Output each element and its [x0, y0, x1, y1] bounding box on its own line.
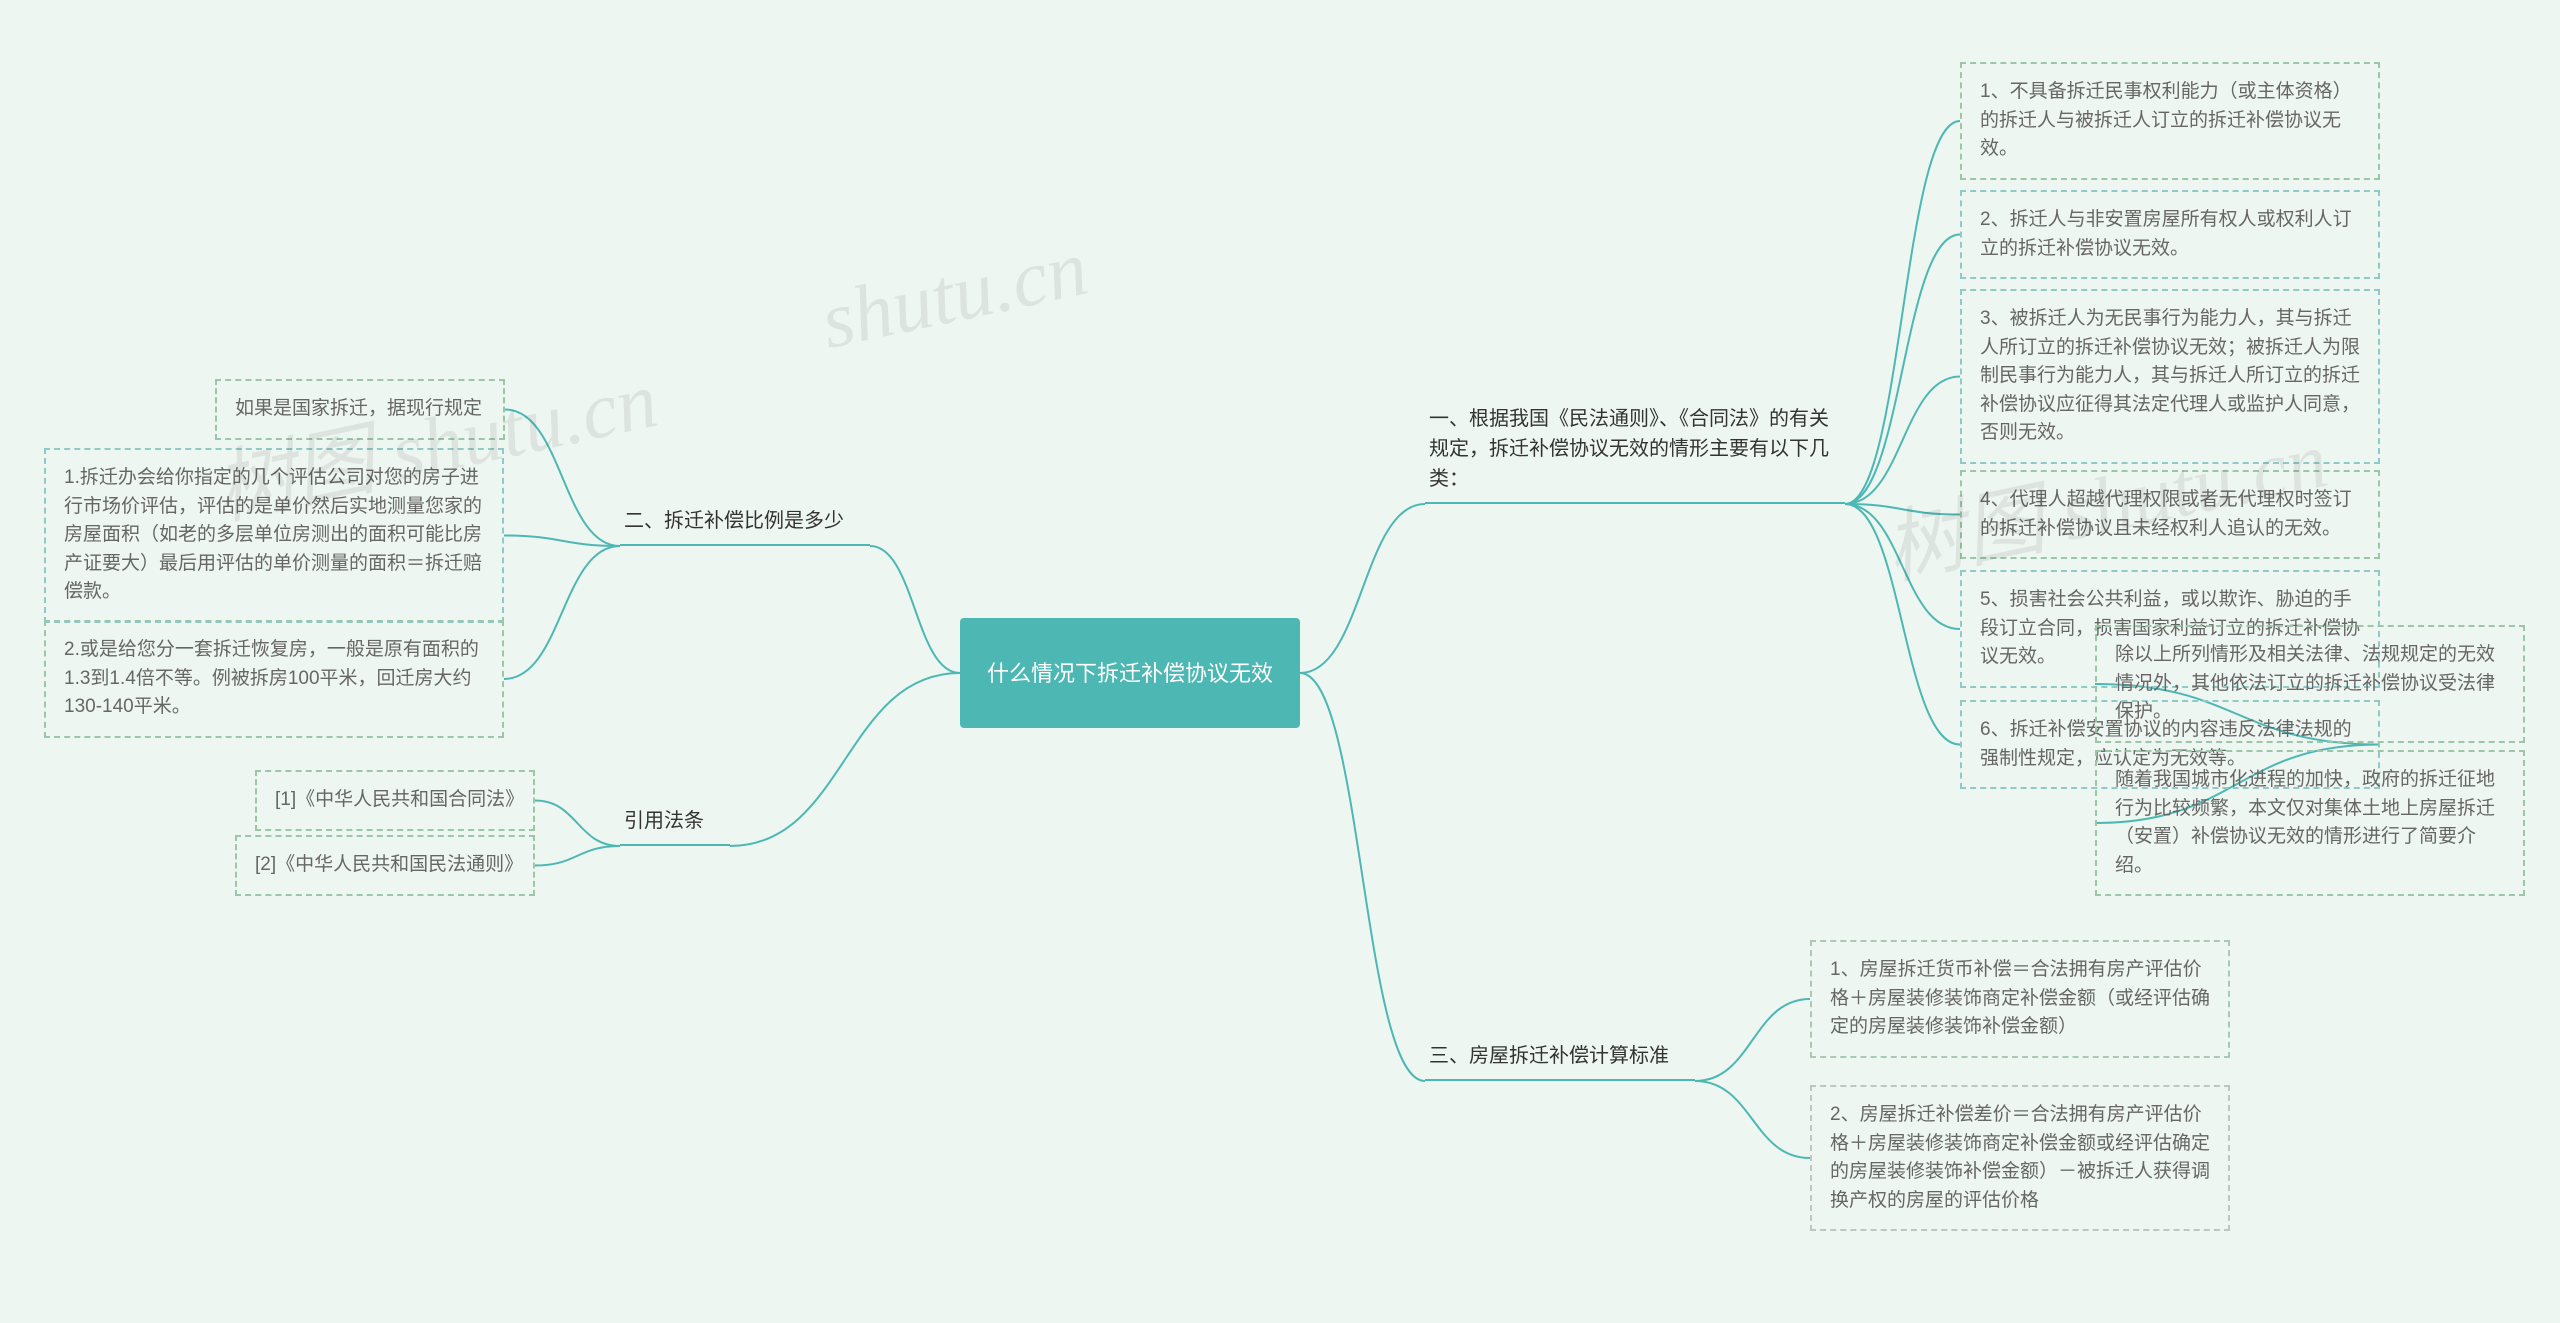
- branch-node[interactable]: 引用法条: [620, 800, 730, 846]
- branch-node[interactable]: 三、房屋拆迁补偿计算标准: [1425, 1035, 1695, 1081]
- leaf-node[interactable]: 1、不具备拆迁民事权利能力（或主体资格）的拆迁人与被拆迁人订立的拆迁补偿协议无效…: [1960, 62, 2380, 180]
- mindmap-canvas: 什么情况下拆迁补偿协议无效 一、根据我国《民法通则》、《合同法》的有关规定，拆迁补…: [0, 0, 2560, 1323]
- leaf-node[interactable]: 2.或是给您分一套拆迁恢复房，一般是原有面积的1.3到1.4倍不等。例被拆房10…: [44, 620, 504, 738]
- watermark: shutu.cn: [813, 223, 1095, 368]
- leaf-node[interactable]: 2、房屋拆迁补偿差价＝合法拥有房产评估价格＋房屋装修装饰商定补偿金额或经评估确定…: [1810, 1085, 2230, 1231]
- branch-node[interactable]: 二、拆迁补偿比例是多少: [620, 500, 870, 546]
- leaf-node[interactable]: 2、拆迁人与非安置房屋所有权人或权利人订立的拆迁补偿协议无效。: [1960, 190, 2380, 279]
- leaf-node[interactable]: 3、被拆迁人为无民事行为能力人，其与拆迁人所订立的拆迁补偿协议无效；被拆迁人为限…: [1960, 289, 2380, 464]
- leaf-node[interactable]: 如果是国家拆迁，据现行规定: [215, 379, 505, 440]
- leaf-node[interactable]: 1、房屋拆迁货币补偿＝合法拥有房产评估价格＋房屋装修装饰商定补偿金额（或经评估确…: [1810, 940, 2230, 1058]
- leaf-node[interactable]: 除以上所列情形及相关法律、法规规定的无效情况外，其他依法订立的拆迁补偿协议受法律…: [2095, 625, 2525, 743]
- leaf-node[interactable]: 1.拆迁办会给你指定的几个评估公司对您的房子进行市场价评估，评估的是单价然后实地…: [44, 448, 504, 623]
- root-node[interactable]: 什么情况下拆迁补偿协议无效: [960, 618, 1300, 728]
- leaf-node[interactable]: [2]《中华人民共和国民法通则》: [235, 835, 535, 896]
- leaf-node[interactable]: 随着我国城市化进程的加快，政府的拆迁征地行为比较频繁，本文仅对集体土地上房屋拆迁…: [2095, 750, 2525, 896]
- leaf-node[interactable]: [1]《中华人民共和国合同法》: [255, 770, 535, 831]
- leaf-node[interactable]: 4、代理人超越代理权限或者无代理权时签订的拆迁补偿协议且未经权利人追认的无效。: [1960, 470, 2380, 559]
- branch-node[interactable]: 一、根据我国《民法通则》、《合同法》的有关规定，拆迁补偿协议无效的情形主要有以下…: [1425, 398, 1845, 504]
